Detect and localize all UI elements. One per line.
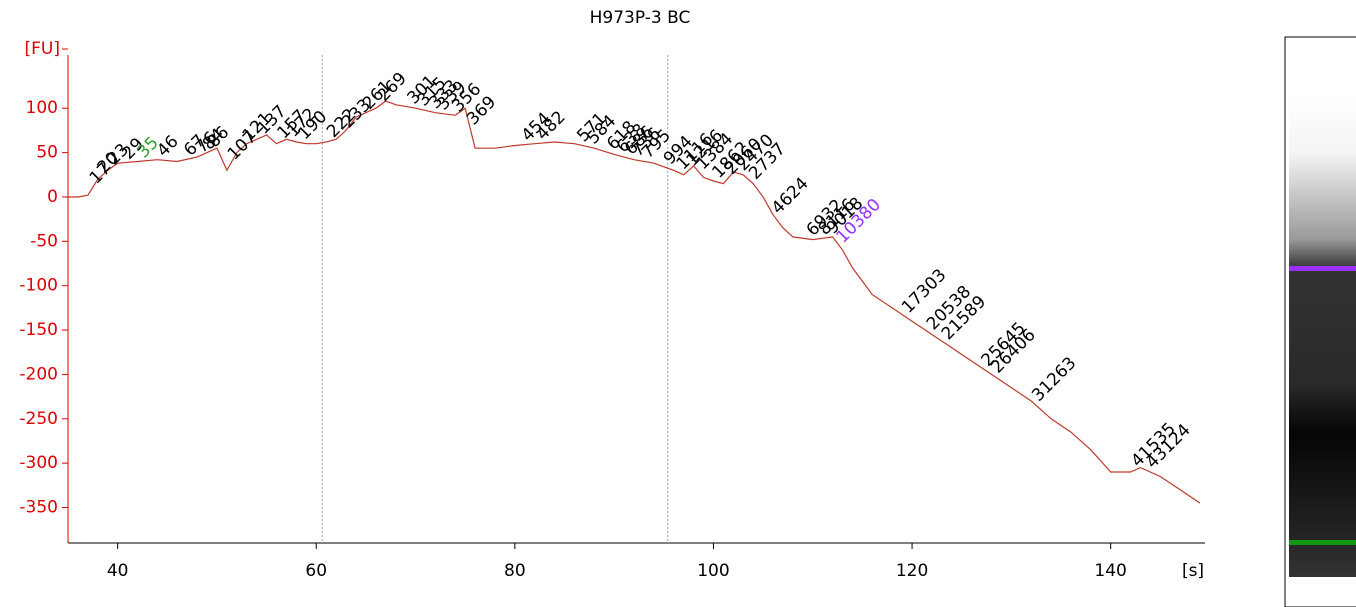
- y-tick-label: -200: [19, 364, 58, 384]
- x-axis-label: [s]: [1182, 561, 1204, 581]
- x-tick-label: 80: [504, 561, 526, 581]
- y-tick-label: 50: [36, 143, 58, 163]
- peak-label: 31263: [1028, 353, 1080, 405]
- chart-title: H973P-3 BC: [590, 8, 691, 28]
- y-tick-label: -100: [19, 276, 58, 296]
- y-tick-label: -50: [30, 231, 58, 251]
- y-tick-label: -250: [19, 409, 58, 429]
- peak-label: 4624: [768, 174, 813, 219]
- y-tick-label: -300: [19, 453, 58, 473]
- y-tick-label: -150: [19, 320, 58, 340]
- x-tick-label: 140: [1094, 561, 1126, 581]
- y-tick-label: 100: [26, 98, 58, 118]
- y-tick-label: 0: [47, 187, 58, 207]
- x-tick-label: 120: [896, 561, 928, 581]
- gel-lane: [1284, 36, 1356, 607]
- y-tick-label: -350: [19, 498, 58, 518]
- peak-label: 46: [153, 132, 182, 161]
- x-tick-label: 60: [305, 561, 327, 581]
- x-tick-label: 100: [697, 561, 729, 581]
- y-axis-label: [FU]: [25, 39, 61, 59]
- x-tick-label: 40: [107, 561, 129, 581]
- trace: [68, 100, 1201, 504]
